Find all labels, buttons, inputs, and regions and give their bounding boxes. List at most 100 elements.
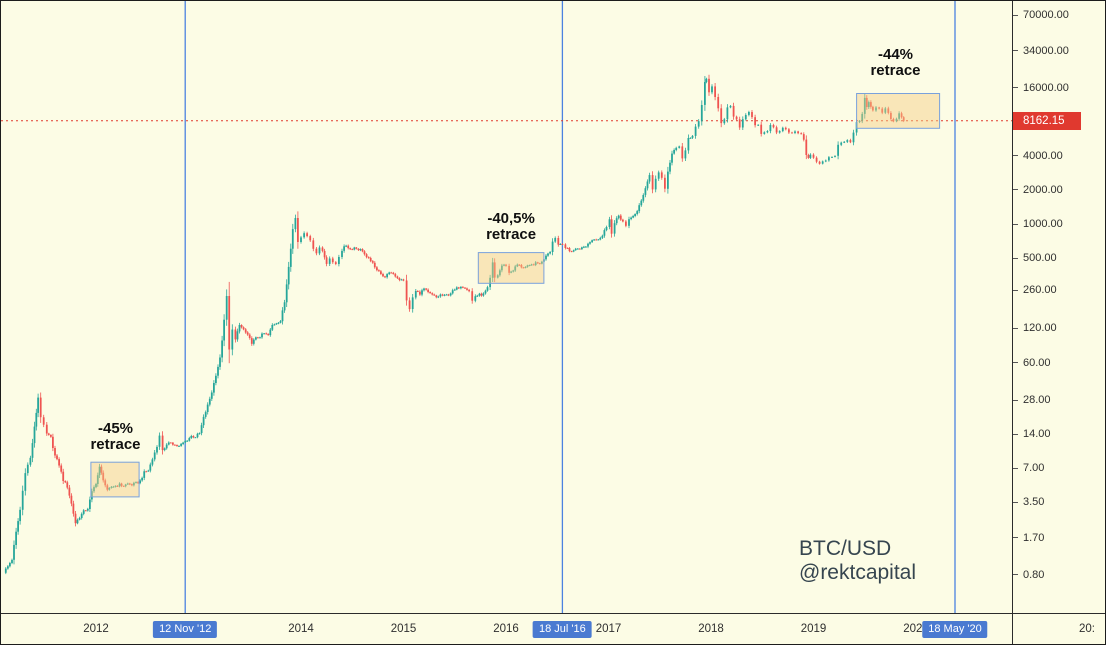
candle — [349, 247, 352, 250]
halving-date-tag: 12 Nov '12 — [153, 621, 218, 638]
candle — [405, 274, 408, 306]
candle — [396, 275, 399, 279]
candle — [878, 106, 880, 110]
candle — [221, 335, 223, 363]
candle — [188, 436, 191, 442]
tick-mark — [1013, 87, 1018, 89]
candle — [131, 483, 133, 487]
candle — [644, 186, 647, 198]
candle — [281, 307, 284, 325]
candle — [246, 331, 249, 336]
candle — [547, 252, 549, 257]
candle — [720, 104, 723, 128]
candle — [669, 160, 671, 175]
candle — [267, 333, 270, 336]
candle — [388, 271, 391, 276]
retrace-box[interactable] — [856, 93, 941, 129]
candle — [228, 281, 231, 364]
candle — [843, 141, 846, 144]
candle — [76, 518, 79, 525]
candle — [303, 231, 305, 239]
time-tick-label: 2018 — [698, 623, 724, 635]
candle — [192, 435, 195, 439]
candle — [433, 293, 436, 296]
retrace-annotation[interactable]: -44% retrace — [870, 46, 920, 79]
retrace-annotation[interactable]: -45% retrace — [90, 420, 140, 453]
time-axis[interactable]: 20: 201220132014201520162017201820192020… — [1, 613, 1105, 644]
candle — [591, 239, 593, 243]
candle — [601, 234, 604, 239]
price-tick: 70000.00 — [1013, 9, 1069, 21]
candle — [657, 170, 660, 181]
candle — [678, 145, 681, 149]
candle — [291, 223, 294, 254]
candle — [126, 482, 129, 485]
candle — [510, 270, 512, 274]
candle — [114, 485, 117, 488]
candle — [760, 121, 763, 137]
candle — [287, 261, 290, 290]
candle — [369, 256, 372, 263]
candle — [82, 509, 85, 516]
candle — [390, 271, 393, 274]
candle — [576, 248, 579, 250]
candle — [110, 486, 113, 489]
candle — [800, 132, 803, 135]
tick-mark — [1013, 501, 1018, 503]
candle — [208, 396, 211, 407]
price-tick: 34000.00 — [1013, 45, 1069, 57]
candle — [791, 131, 793, 134]
candle — [17, 518, 19, 535]
tick-mark — [1013, 14, 1018, 16]
retrace-box[interactable] — [90, 461, 140, 498]
price-tick-label: 120.00 — [1023, 322, 1057, 335]
chart-canvas[interactable]: -45% retrace -40,5% retrace -44% retrace — [1, 1, 1012, 613]
last-price-tag: 8162.15 — [1013, 111, 1081, 130]
candle — [684, 147, 687, 161]
candle — [694, 124, 697, 139]
price-pane[interactable]: -45% retrace -40,5% retrace -44% retrace BTC/… — [1, 1, 1012, 613]
candle — [345, 244, 347, 248]
candle — [9, 561, 11, 568]
candle — [331, 256, 334, 264]
candle — [236, 328, 239, 342]
candle — [89, 496, 91, 512]
candle — [158, 432, 161, 450]
candle — [190, 434, 193, 439]
price-axis[interactable]: 8162.15 70000.00 34000.00 16000.00 4000.00 2… — [1012, 1, 1105, 613]
candle — [86, 507, 89, 512]
candle — [4, 567, 7, 575]
candle — [439, 293, 442, 298]
candle — [15, 527, 17, 549]
retrace-annotation[interactable]: -40,5% retrace — [486, 210, 536, 243]
halving-vlines — [184, 1, 956, 613]
candle — [431, 292, 434, 296]
candle — [411, 294, 414, 313]
retrace-box[interactable] — [477, 252, 545, 284]
candle — [772, 123, 775, 129]
candle — [534, 261, 537, 267]
price-tick: 120.00 — [1013, 322, 1057, 334]
candle — [648, 172, 651, 184]
candle — [445, 293, 448, 296]
candle — [441, 293, 444, 297]
candle — [861, 111, 864, 124]
candle — [269, 328, 272, 337]
candle — [421, 288, 423, 297]
price-tick-label: 260.00 — [1023, 284, 1057, 297]
candle — [194, 437, 197, 439]
tick-mark — [1013, 289, 1018, 291]
candle — [524, 266, 527, 269]
candle — [141, 476, 143, 482]
candle — [538, 262, 541, 265]
candle — [386, 273, 388, 279]
candle — [583, 245, 585, 249]
candle — [568, 247, 571, 253]
candle — [238, 322, 241, 334]
candle — [323, 248, 326, 260]
candle — [435, 294, 438, 299]
price-tick-label: 0.80 — [1023, 568, 1045, 581]
candle — [468, 288, 470, 293]
candle — [778, 130, 781, 134]
candle — [361, 248, 364, 253]
